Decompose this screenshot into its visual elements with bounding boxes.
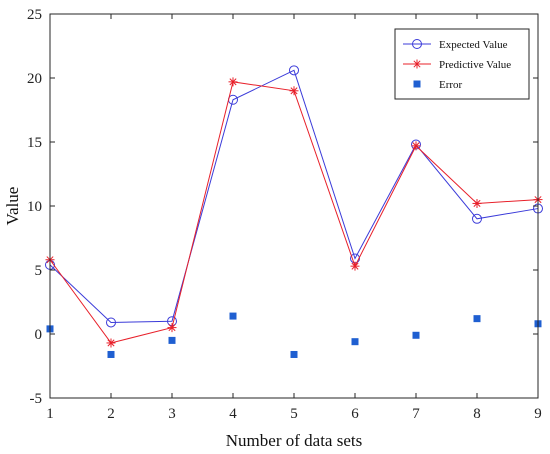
legend-label-error: Error: [439, 79, 463, 91]
legend-item-predictive-value: Predictive Value: [403, 59, 511, 71]
legend: Expected Value Predictive Value Error: [394, 28, 530, 100]
legend-marker-error: [413, 80, 421, 88]
legend-item-expected-value: Expected Value: [403, 39, 508, 51]
series-line-expected-value: [49, 69, 539, 323]
x-tick-label-1: 1: [46, 406, 54, 422]
data-point-error-2: [107, 350, 115, 358]
data-point-error-4: [229, 312, 237, 320]
y-tick-label-7: 25: [27, 7, 42, 23]
y-tick-label-2: 0: [35, 327, 43, 343]
y-tick-label-3: 5: [35, 263, 43, 279]
x-tick-label-8: 8: [473, 406, 481, 422]
data-point-predictive-value-8: [472, 198, 482, 208]
data-point-predictive-value-6: [350, 261, 360, 271]
data-point-error-5: [290, 350, 298, 358]
x-tick-label-6: 6: [351, 406, 359, 422]
legend-item-error: Error: [413, 79, 463, 91]
data-point-predictive-value-2: [106, 338, 116, 348]
data-point-predictive-value-7: [411, 141, 421, 151]
data-point-predictive-value-5: [289, 86, 299, 96]
series-predictive-value: [45, 77, 543, 348]
y-tick-label-5: 15: [27, 135, 42, 151]
legend-label-predictive-value: Predictive Value: [439, 59, 511, 71]
data-point-error-6: [351, 338, 359, 346]
x-tick-label-4: 4: [229, 406, 237, 422]
legend-label-expected-value: Expected Value: [439, 39, 508, 51]
x-tick-label-9: 9: [534, 406, 542, 422]
data-point-expected-value-5: [289, 65, 299, 76]
y-axis-label: Value: [3, 187, 22, 226]
data-point-expected-value-2: [106, 317, 116, 328]
data-point-error-3: [168, 336, 176, 344]
data-point-error-7: [412, 331, 420, 339]
x-axis-label: Number of data sets: [226, 431, 362, 450]
data-point-error-8: [473, 315, 481, 323]
y-tick-label-1: -5: [30, 391, 43, 407]
x-tick-label-5: 5: [290, 406, 298, 422]
x-tick-label-3: 3: [168, 406, 176, 422]
data-point-predictive-value-4: [228, 77, 238, 87]
x-tick-label-2: 2: [107, 406, 115, 422]
legend-marker-predictive-value: [412, 59, 422, 69]
ticks-layer: 1 2 3 4 5 6 7 8 9 -5 0 5 10 15 20 25: [27, 7, 542, 422]
x-tick-label-7: 7: [412, 406, 420, 422]
y-tick-label-4: 10: [27, 199, 42, 215]
data-point-predictive-value-3: [167, 323, 177, 333]
data-point-expected-value-8: [472, 213, 482, 224]
legend-marker-expected-value: [412, 39, 422, 49]
y-tick-label-6: 20: [27, 71, 42, 87]
